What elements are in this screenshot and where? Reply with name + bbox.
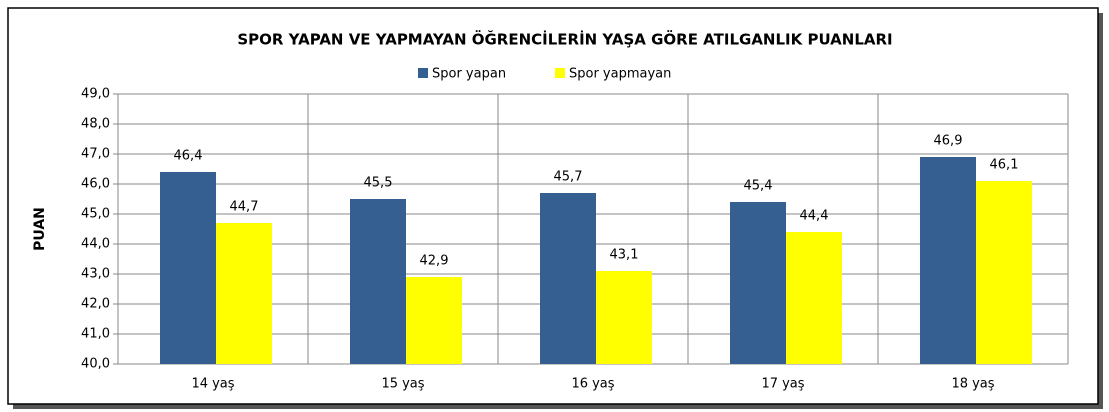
bar [540, 193, 596, 364]
bar [406, 277, 462, 364]
data-label: 46,9 [934, 134, 963, 149]
x-tick-label: 14 yaş [191, 377, 234, 392]
x-tick-label: 16 yaş [571, 377, 614, 392]
x-tick-label: 17 yaş [761, 377, 804, 392]
data-label: 45,4 [744, 179, 773, 194]
data-label: 42,9 [420, 254, 449, 269]
y-tick-label: 47,0 [81, 147, 110, 162]
x-tick-label: 18 yaş [951, 377, 994, 392]
chart-title: SPOR YAPAN VE YAPMAYAN ÖĞRENCİLERİN YAŞA… [237, 30, 892, 49]
bar [976, 181, 1032, 364]
y-tick-label: 48,0 [81, 117, 110, 132]
data-label: 46,1 [990, 158, 1019, 173]
y-tick-label: 45,0 [81, 207, 110, 222]
y-tick-label: 41,0 [81, 327, 110, 342]
legend-swatch [555, 68, 565, 78]
bar [160, 172, 216, 364]
bar [596, 271, 652, 364]
bar [730, 202, 786, 364]
y-tick-label: 43,0 [81, 267, 110, 282]
legend-swatch [418, 68, 428, 78]
bar [920, 157, 976, 364]
data-label: 45,5 [364, 176, 393, 191]
legend-label: Spor yapmayan [569, 67, 671, 82]
x-tick-label: 15 yaş [381, 377, 424, 392]
data-label: 43,1 [610, 248, 639, 263]
bar [786, 232, 842, 364]
data-label: 44,7 [230, 200, 259, 215]
bar [350, 199, 406, 364]
bar [216, 223, 272, 364]
y-tick-label: 40,0 [81, 357, 110, 372]
y-tick-label: 46,0 [81, 177, 110, 192]
legend-label: Spor yapan [432, 67, 506, 82]
y-tick-label: 49,0 [81, 87, 110, 102]
y-tick-label: 42,0 [81, 297, 110, 312]
data-label: 46,4 [174, 149, 203, 164]
data-label: 45,7 [554, 170, 583, 185]
y-tick-label: 44,0 [81, 237, 110, 252]
data-label: 44,4 [800, 209, 829, 224]
y-axis-label: PUAN [32, 207, 48, 251]
